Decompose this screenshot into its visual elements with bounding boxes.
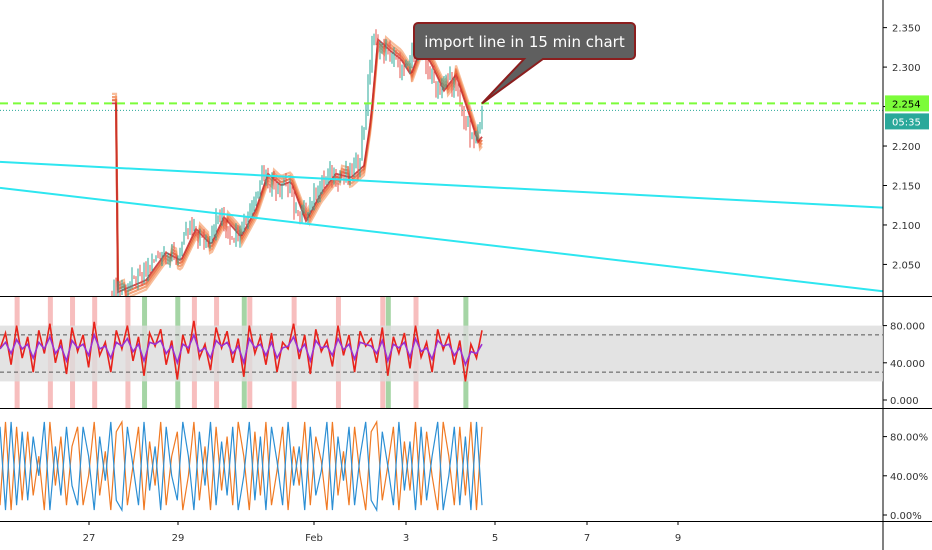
time-tick-label: Feb — [305, 533, 323, 544]
oscillator-1-tick-label: 40.000 — [890, 359, 925, 370]
trendline — [0, 186, 883, 293]
oscillator-2-line — [0, 421, 483, 513]
trendline — [0, 160, 883, 209]
current-price-tag — [885, 95, 929, 112]
price-tick-label: 2.350 — [892, 24, 921, 35]
price-tick-label: 2.200 — [892, 142, 921, 153]
time-tick-label: 29 — [172, 533, 185, 544]
price-panel — [0, 29, 883, 296]
price-tick-label: 2.150 — [892, 181, 921, 192]
time-tick-label: 3 — [403, 533, 409, 544]
oscillator-2-tick-label: 0.00% — [890, 511, 922, 522]
oscillator-1-tick-label: 0.000 — [890, 396, 919, 407]
price-tick-label: 2.300 — [892, 63, 921, 74]
time-tick-label: 5 — [492, 533, 498, 544]
time-tick-label: 27 — [83, 533, 96, 544]
oscillator-1-panel — [0, 297, 883, 408]
oscillator-2-tick-label: 80.00% — [890, 433, 928, 444]
callout-bubble — [413, 22, 636, 105]
oscillator-2-tick-label: 40.00% — [890, 472, 928, 483]
price-tick-label: 2.050 — [892, 260, 921, 271]
countdown-tag — [885, 113, 929, 130]
price-tick-label: 2.100 — [892, 221, 921, 232]
current-price-label: 2.254 — [892, 99, 921, 110]
oscillator-1-line — [0, 320, 483, 382]
time-tick-label: 7 — [584, 533, 590, 544]
oscillator-2-line — [0, 419, 483, 511]
time-tick-label: 9 — [675, 533, 681, 544]
countdown-label: 05:35 — [892, 117, 921, 128]
oscillator-1-tick-label: 80.000 — [890, 322, 925, 333]
oscillator-1-line — [0, 332, 483, 367]
oscillator-2-panel — [0, 419, 483, 513]
callout-text: import line in 15 min chart — [424, 33, 625, 51]
